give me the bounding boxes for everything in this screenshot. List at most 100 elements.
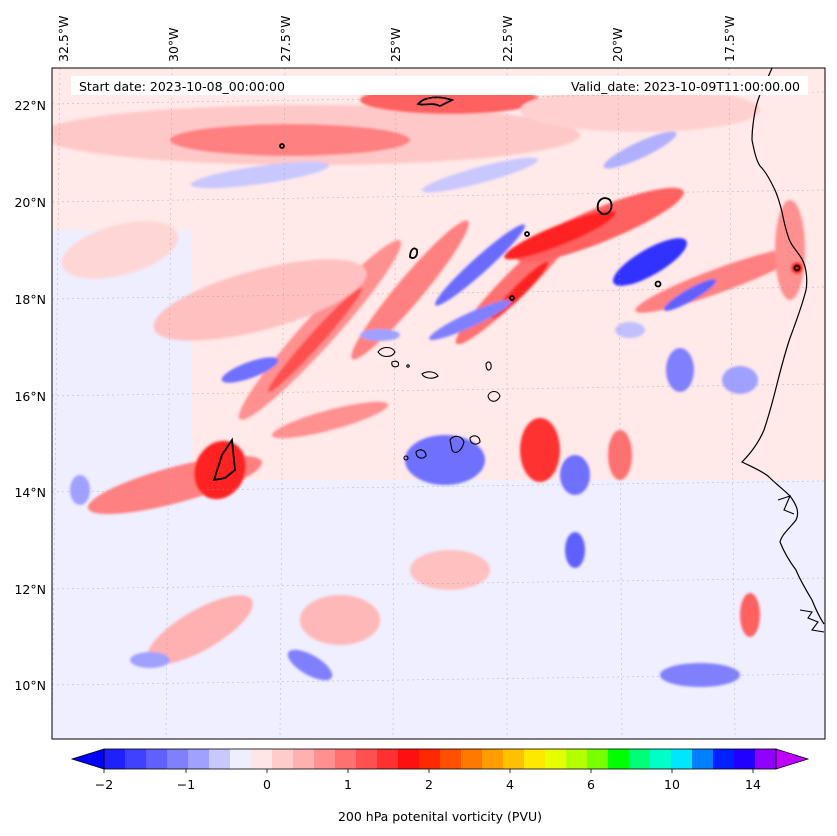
pv-positive-band-north-east (520, 88, 760, 132)
grid-lat-16 (52, 383, 825, 397)
colorbar-cells (104, 749, 777, 769)
coast-detail-2 (799, 609, 825, 633)
island-sao-vicente (391, 360, 400, 368)
island-santa-luzia (406, 364, 410, 368)
cb-label-10: 10 (664, 777, 680, 792)
pv-negative-lower-2 (660, 663, 740, 687)
island-fogo (415, 449, 427, 459)
pv-negative-lower-3 (130, 652, 170, 668)
colorbar-cell (482, 749, 504, 769)
grid-lat-14 (52, 480, 825, 493)
colorbar-cell (734, 749, 756, 769)
pv-negative-streak-1 (190, 161, 330, 189)
pv-positive-lower-1 (147, 595, 253, 665)
cb-label-2: 2 (425, 777, 433, 792)
lon-label-20: 20°W (610, 27, 625, 62)
colorbar-cell (503, 749, 525, 769)
cb-label-m2: −2 (95, 777, 113, 792)
lat-label-18: 18°N (14, 292, 46, 307)
contour-dot-2 (654, 280, 662, 288)
cape-verde-islands (377, 346, 501, 461)
pv-negative-lower-1 (287, 649, 333, 681)
colorbar-cell (398, 749, 420, 769)
lat-label-10: 10°N (14, 678, 46, 693)
pv-positive-diagonal-1-core (267, 287, 363, 393)
island-sal (485, 361, 492, 371)
colorbar-cell (755, 749, 777, 769)
colorbar-cell (188, 749, 210, 769)
colorbar-cell (314, 749, 336, 769)
colorbar-cell (419, 749, 441, 769)
pv-negative-south-small (565, 532, 585, 568)
colorbar-cell (251, 749, 273, 769)
pv-negative-streak-3 (603, 131, 677, 169)
pv-contours (212, 96, 801, 482)
colorbar-cell (146, 749, 168, 769)
colorbar-cell (629, 749, 651, 769)
date-info-box (71, 76, 808, 95)
contour-central (409, 247, 419, 259)
contour-dot-5 (524, 231, 530, 237)
contour-dot-4 (509, 295, 515, 301)
colorbar-min-extend (70, 748, 105, 770)
colorbar-cell (461, 749, 483, 769)
lower-neutral-area (52, 480, 825, 739)
pv-negative-central-1 (435, 224, 525, 306)
grid-lon-30 (165, 68, 173, 739)
lon-label-17-5: 17.5°W (722, 16, 737, 62)
colorbar-cell (230, 749, 252, 769)
latitude-labels: 22°N 20°N 18°N 16°N 14°N 12°N 10°N (14, 98, 46, 693)
lon-label-25: 25°W (388, 27, 403, 62)
grid-lat-12 (52, 577, 825, 590)
lat-label-22: 22°N (14, 98, 46, 113)
contour-north-east (596, 197, 613, 216)
map-panel (52, 68, 825, 739)
island-santiago (449, 435, 465, 453)
grid-lon-32-5 (52, 68, 61, 739)
coast-detail-1 (777, 495, 795, 515)
contour-southwest (212, 437, 236, 482)
island-sao-nicolau (421, 371, 439, 379)
colorbar-cell (671, 749, 693, 769)
colorbar: −2 −1 0 1 2 4 6 10 14 200 hPa potenital … (70, 748, 810, 824)
pv-positive-band-north-core (170, 124, 410, 156)
contour-dot-1 (279, 143, 285, 149)
cb-label-6: 6 (587, 777, 595, 792)
pv-negative-central-4 (663, 279, 717, 311)
colorbar-cell (104, 749, 126, 769)
pv-positive-east-coast (775, 200, 805, 300)
pv-negative-east-2 (722, 366, 758, 394)
west-africa-coastline (740, 68, 825, 625)
pv-positive-diagonal-2 (351, 220, 469, 360)
colorbar-ticks (103, 769, 754, 773)
grid-lat-20 (52, 189, 825, 203)
lat-label-14: 14°N (14, 485, 46, 500)
island-boa-vista (487, 390, 501, 402)
contour-dot-3 (793, 264, 801, 272)
grid-lon-27-5 (279, 68, 286, 739)
pv-negative-west (221, 357, 279, 383)
grid-lat-22 (52, 91, 825, 105)
lon-label-22-5: 22.5°W (500, 16, 515, 62)
pv-negative-central-3 (613, 238, 687, 286)
colorbar-cell (545, 749, 567, 769)
start-date-label: Start date: 2023-10-08_00:00:00 (79, 79, 285, 94)
cb-label-m1: −1 (177, 777, 195, 792)
pv-positive-south-band-2 (520, 418, 560, 482)
colorbar-cell (293, 749, 315, 769)
pv-positive-band-wide (153, 259, 367, 341)
pv-positive-west (61, 221, 179, 279)
valid-date-label: Valid_date: 2023-10-09T11:00:00.00 (571, 79, 800, 94)
colorbar-cell (125, 749, 147, 769)
colorbar-cell (356, 749, 378, 769)
pv-negative-south-central (405, 435, 485, 485)
pv-positive-lower-3 (410, 550, 490, 590)
cb-label-14: 14 (745, 777, 761, 792)
colorbar-frame (103, 748, 777, 770)
pv-positive-south-band (271, 401, 389, 439)
cb-label-1: 1 (344, 777, 352, 792)
colorbar-max-extend (775, 748, 810, 770)
colorbar-title: 200 hPa potenital vorticity (PVU) (338, 809, 542, 824)
colorbar-cell (650, 749, 672, 769)
